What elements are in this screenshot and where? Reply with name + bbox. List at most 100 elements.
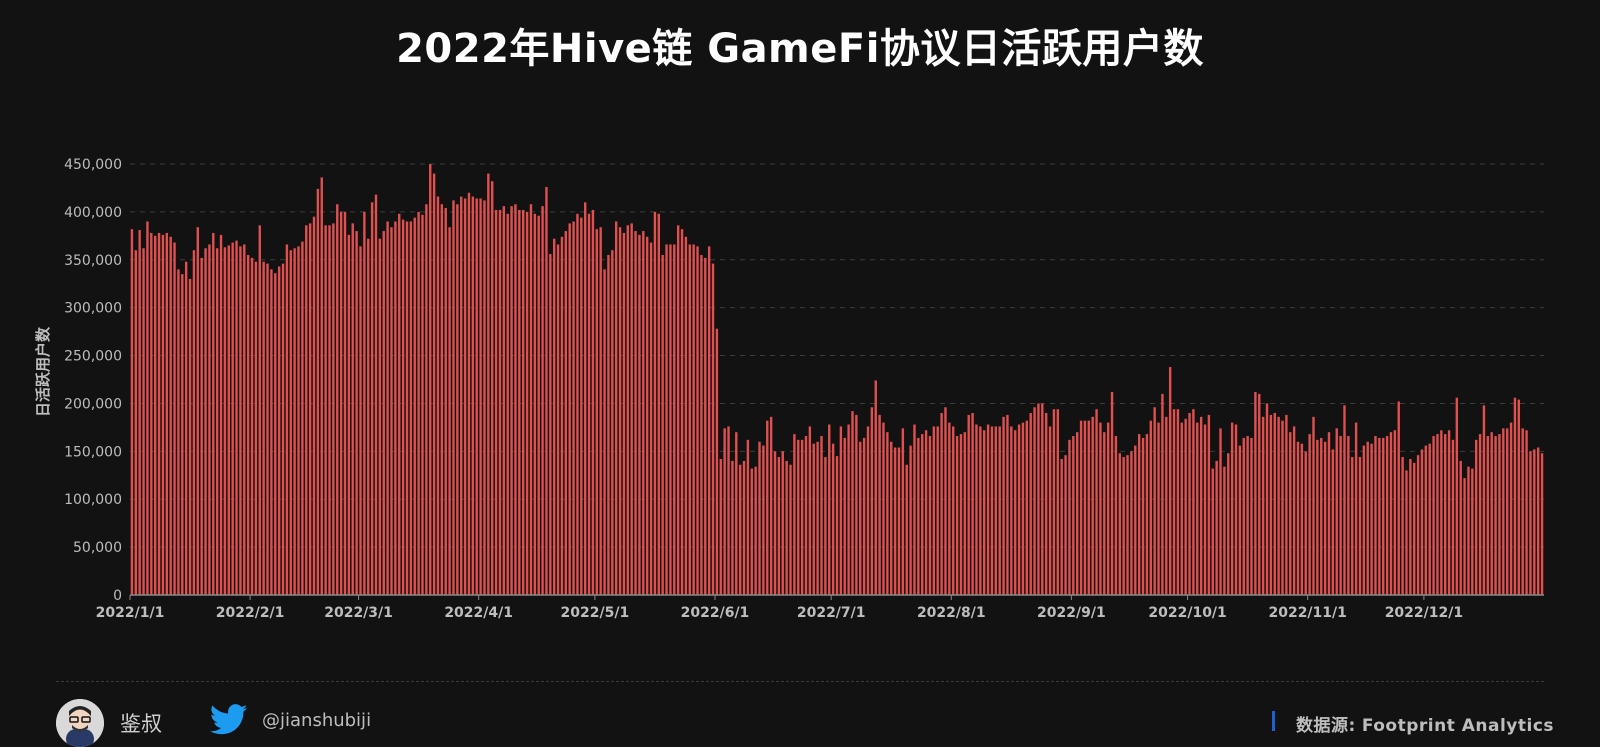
bar — [800, 439, 804, 595]
bar — [359, 246, 362, 595]
bar — [1037, 403, 1040, 595]
y-tick-label: 450,000 — [64, 157, 122, 173]
bar — [886, 432, 889, 595]
bar — [1114, 436, 1118, 595]
bar — [630, 223, 633, 595]
bar — [1416, 455, 1420, 595]
bar — [188, 278, 192, 595]
bar — [1261, 416, 1265, 595]
bar — [711, 263, 715, 595]
bar — [1354, 422, 1358, 595]
bar — [1099, 422, 1102, 595]
bar — [549, 254, 552, 595]
bar — [587, 213, 591, 596]
bar — [1277, 416, 1280, 595]
bar — [1459, 460, 1462, 595]
bar — [971, 413, 974, 595]
bar — [952, 426, 955, 595]
y-axis-label: 日活跃用户数 — [34, 326, 52, 417]
bar — [1444, 434, 1447, 595]
bar — [1103, 432, 1106, 595]
bar — [1540, 453, 1544, 595]
bar — [518, 209, 521, 595]
bar — [1246, 436, 1249, 595]
bar — [1130, 451, 1133, 595]
bar — [1409, 459, 1412, 595]
bar — [1118, 453, 1121, 595]
bar — [1068, 439, 1071, 595]
bar — [305, 225, 308, 596]
x-tick-label: 2022/7/1 — [797, 605, 866, 621]
bar — [1203, 424, 1207, 595]
bar — [1536, 447, 1540, 595]
bar — [1506, 428, 1509, 595]
bar — [258, 225, 261, 596]
bar — [828, 424, 831, 595]
bar — [700, 254, 703, 596]
bar — [583, 202, 587, 595]
bar — [1172, 409, 1176, 595]
bar — [1064, 455, 1067, 595]
bar — [835, 456, 839, 595]
bar — [940, 413, 943, 595]
bar — [308, 223, 312, 595]
bar — [603, 269, 606, 595]
footer-divider — [56, 681, 1544, 682]
bar — [1056, 409, 1060, 595]
bar — [134, 250, 138, 595]
bar — [607, 254, 610, 596]
bar — [347, 234, 351, 595]
bar — [580, 217, 583, 595]
bar — [1451, 439, 1455, 595]
bar — [1316, 439, 1319, 595]
bar — [150, 232, 153, 595]
bar — [680, 229, 684, 595]
bar — [661, 254, 664, 596]
bar — [727, 426, 730, 595]
bar — [525, 211, 529, 595]
bar — [328, 225, 331, 596]
bar — [339, 211, 343, 595]
bar — [200, 257, 203, 595]
bar — [332, 223, 335, 595]
bar — [537, 215, 540, 595]
bar — [1397, 401, 1400, 595]
bar — [1258, 393, 1261, 595]
bar — [862, 437, 866, 595]
bar — [804, 436, 808, 595]
y-tick-label: 250,000 — [64, 349, 122, 365]
bar — [196, 227, 199, 595]
y-tick-label: 350,000 — [64, 253, 122, 269]
bar — [948, 422, 951, 595]
bar — [250, 257, 254, 595]
bar — [793, 434, 796, 595]
bar — [1389, 432, 1393, 595]
bar — [649, 242, 653, 596]
bar — [204, 248, 207, 595]
bar — [611, 250, 614, 595]
bar — [704, 257, 707, 595]
bar — [378, 238, 382, 595]
bar — [1079, 420, 1083, 595]
bar — [1033, 407, 1036, 595]
bar — [1304, 451, 1307, 595]
bar — [1339, 436, 1342, 595]
bar — [1211, 468, 1214, 595]
bar — [483, 200, 486, 595]
x-tick-label: 2022/5/1 — [561, 605, 630, 621]
bar — [1196, 422, 1199, 595]
bar — [409, 221, 413, 595]
bar — [1374, 436, 1377, 595]
bar — [533, 213, 537, 596]
bar — [436, 196, 440, 595]
bar — [870, 407, 874, 595]
bar — [363, 211, 366, 595]
bar — [444, 208, 447, 595]
bar — [789, 464, 792, 595]
bar — [955, 436, 959, 595]
bar — [998, 426, 1001, 595]
bar — [471, 196, 475, 595]
bar — [1199, 416, 1203, 595]
bar — [398, 213, 401, 596]
bar — [688, 244, 691, 595]
